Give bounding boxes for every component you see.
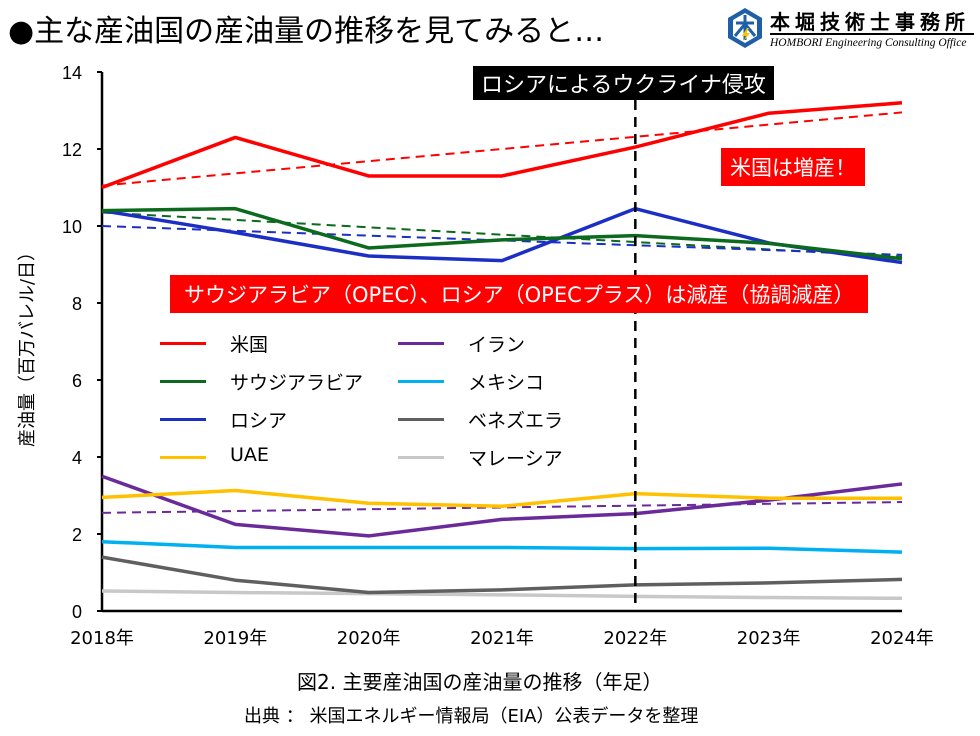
legend-label: マレーシア (468, 448, 563, 470)
series-line (101, 488, 902, 509)
trend-line (101, 501, 903, 514)
legend-label: ベネズエラ (468, 410, 564, 432)
legend-label: ロシア (230, 410, 288, 432)
legend-swatch (398, 342, 444, 345)
figure-caption: 図2. 主要産油国の産油量の推移（年足） (297, 670, 663, 694)
opec-cut-annotation: サウジアラビア（OPEC）、ロシア（OPECプラス）は減産（協調減産） (170, 275, 869, 313)
company-logo: 本堀技術士事務所 HOMBORI Engineering Consulting … (726, 4, 976, 52)
legend-swatch (160, 380, 206, 383)
legend-swatch (160, 418, 206, 421)
legend-label: サウジアラビア (230, 372, 364, 394)
x-tick-label: 2019年 (203, 628, 267, 649)
data-source: 出典 ： 米国エネルギー情報局（EIA）公表データを整理 (244, 706, 699, 727)
x-tick-label: 2024年 (870, 628, 934, 649)
legend-swatch (398, 418, 444, 421)
legend-label: UAE (230, 444, 269, 466)
legend-label: メキシコ (468, 372, 545, 394)
series-line (101, 474, 903, 538)
series-line (101, 555, 903, 595)
x-tick-label: 2020年 (337, 628, 401, 649)
series-line (101, 101, 903, 190)
hombori-hexagon-logo-icon (728, 8, 762, 48)
y-tick-label: 8 (72, 294, 82, 314)
series-line (101, 589, 903, 601)
x-tick-label: 2018年 (70, 628, 134, 649)
y-tick-label: 10 (62, 217, 82, 237)
y-tick-label: 0 (72, 602, 82, 622)
logo-divider (770, 33, 974, 35)
chart-axes: 0 2 4 6 8 10 12 14 2018年 2019年 2020年 2021年 2022年 2023… (62, 63, 934, 649)
y-axis-label: 産油量（百万バレル/日） (17, 242, 38, 448)
legend-swatch (398, 380, 444, 383)
logo-name-en: HOMBORI Engineering Consulting Office (770, 37, 967, 49)
y-tick-label: 14 (62, 63, 82, 83)
series-line (101, 539, 903, 554)
invasion-annotation: ロシアによるウクライナ侵攻 (473, 66, 774, 100)
y-tick-label: 6 (72, 371, 82, 391)
series-line (101, 206, 903, 265)
y-tick-label: 4 (72, 448, 82, 468)
legend-label: イラン (468, 334, 526, 356)
series-lines (101, 101, 903, 601)
series-line (101, 206, 903, 261)
us-increase-annotation: 米国は増産！ (721, 148, 865, 186)
x-tick-label: 2021年 (470, 628, 534, 649)
trend-line (101, 225, 903, 256)
logo-name-jp: 本堀技術士事務所 (770, 10, 970, 34)
legend-swatch (398, 456, 444, 459)
y-tick-label: 2 (72, 525, 82, 545)
x-tick-label: 2022年 (603, 628, 667, 649)
page-title: ●主な産油国の産油量の推移を見てみると… (8, 14, 605, 49)
legend-label: 米国 (230, 334, 269, 356)
legend-swatch (160, 456, 206, 459)
y-tick-label: 12 (62, 140, 82, 160)
x-tick-label: 2023年 (737, 628, 801, 649)
trend-lines (101, 111, 903, 514)
legend-swatch (160, 342, 206, 345)
